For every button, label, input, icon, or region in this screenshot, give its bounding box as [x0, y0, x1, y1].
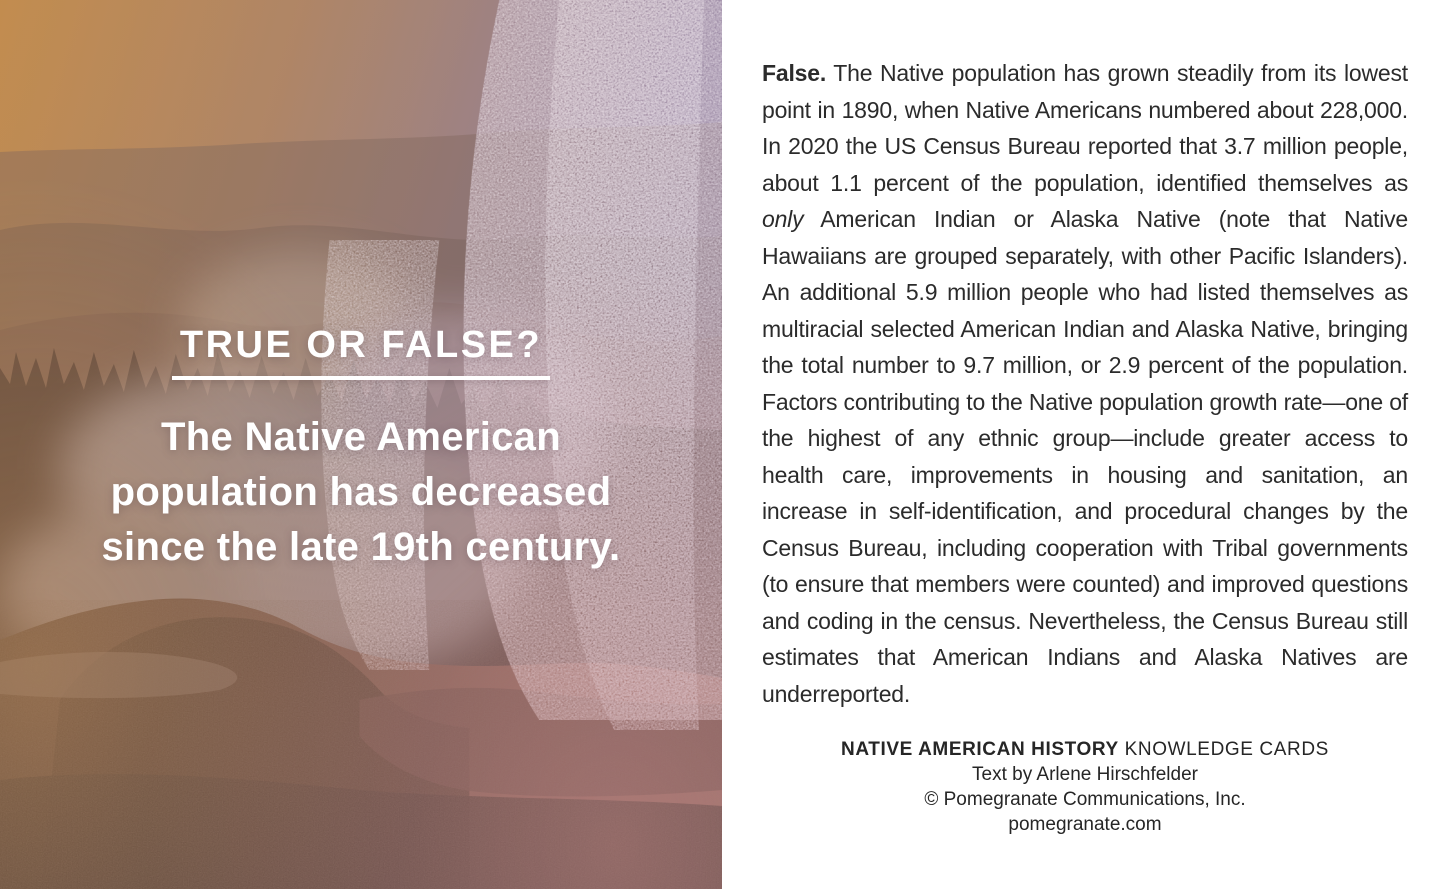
card-back-answer-panel: False. The Native population has grown s… [722, 0, 1445, 889]
answer-text-1: The Native population has grown steadily… [762, 60, 1408, 196]
website-line: pomegranate.com [1008, 814, 1162, 835]
series-title-regular: KNOWLEDGE CARDS [1118, 739, 1329, 760]
author-line: Text by Arlene Hirschfelder [972, 764, 1198, 785]
series-title-bold: NATIVE AMERICAN HISTORY [841, 739, 1119, 760]
attribution-block: NATIVE AMERICAN HISTORY KNOWLEDGE CARDS … [762, 737, 1408, 837]
statement-text: The Native American population has decre… [0, 410, 722, 575]
answer-text-2: American Indian or Alaska Native (note t… [762, 206, 1408, 707]
answer-italic-word: only [762, 206, 804, 232]
heading-underline [172, 376, 550, 380]
front-text-block: TRUE OR FALSE? The Native American popul… [0, 326, 722, 575]
copyright-line: © Pomegranate Communications, Inc. [924, 789, 1246, 810]
card-front-photo-panel: TRUE OR FALSE? The Native American popul… [0, 0, 722, 889]
statement-line-3: since the late 19th century. [101, 525, 621, 569]
answer-lead: False. [762, 60, 827, 86]
statement-line-1: The Native American [161, 415, 561, 459]
statement-line-2: population has decreased [110, 470, 612, 514]
series-title-line: NATIVE AMERICAN HISTORY KNOWLEDGE CARDS [762, 737, 1408, 762]
answer-paragraph: False. The Native population has grown s… [762, 55, 1408, 712]
true-or-false-heading: TRUE OR FALSE? [179, 324, 543, 366]
geyser-photo [0, 0, 722, 889]
photo-duotone-overlay [0, 0, 722, 889]
